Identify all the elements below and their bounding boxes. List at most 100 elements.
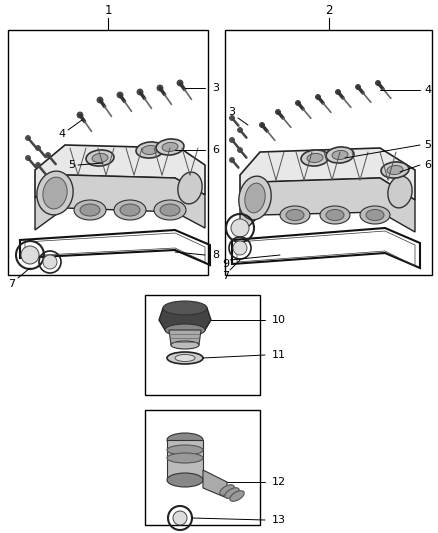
- Text: 4: 4: [424, 85, 431, 95]
- Ellipse shape: [286, 209, 304, 221]
- Ellipse shape: [37, 171, 73, 215]
- Text: 3: 3: [212, 83, 219, 93]
- Polygon shape: [203, 470, 227, 498]
- Bar: [145, 295, 260, 395]
- Ellipse shape: [178, 172, 202, 204]
- Circle shape: [35, 146, 40, 150]
- Ellipse shape: [114, 200, 146, 220]
- Ellipse shape: [117, 92, 123, 98]
- Text: 10: 10: [272, 315, 286, 325]
- Polygon shape: [167, 440, 203, 480]
- Polygon shape: [159, 308, 211, 330]
- Ellipse shape: [160, 204, 180, 216]
- Text: 5: 5: [68, 160, 75, 170]
- Ellipse shape: [77, 112, 83, 118]
- Ellipse shape: [388, 176, 412, 208]
- Ellipse shape: [137, 89, 143, 95]
- Ellipse shape: [43, 177, 67, 209]
- Ellipse shape: [239, 176, 271, 220]
- Ellipse shape: [167, 433, 203, 447]
- Circle shape: [43, 255, 57, 269]
- Ellipse shape: [220, 484, 234, 495]
- Ellipse shape: [387, 165, 403, 174]
- Ellipse shape: [156, 139, 184, 155]
- Ellipse shape: [86, 150, 114, 166]
- Text: 13: 13: [272, 515, 286, 525]
- Ellipse shape: [381, 162, 409, 178]
- Text: 12: 12: [272, 477, 286, 487]
- Bar: [145, 410, 260, 525]
- Ellipse shape: [120, 204, 140, 216]
- Circle shape: [233, 241, 247, 255]
- Ellipse shape: [157, 85, 163, 91]
- Ellipse shape: [74, 200, 106, 220]
- Ellipse shape: [245, 183, 265, 213]
- Ellipse shape: [165, 324, 205, 336]
- Ellipse shape: [92, 154, 108, 163]
- Text: 11: 11: [272, 350, 286, 360]
- Ellipse shape: [136, 142, 164, 158]
- Text: 8: 8: [212, 250, 219, 260]
- Ellipse shape: [307, 154, 323, 163]
- Ellipse shape: [175, 354, 195, 361]
- Text: 9: 9: [223, 259, 230, 269]
- Circle shape: [259, 123, 265, 127]
- Ellipse shape: [320, 206, 350, 224]
- Circle shape: [230, 157, 234, 163]
- Ellipse shape: [167, 352, 203, 364]
- Text: 6: 6: [212, 145, 219, 155]
- Polygon shape: [35, 175, 205, 230]
- Circle shape: [230, 138, 234, 142]
- Circle shape: [230, 116, 234, 120]
- Ellipse shape: [154, 200, 186, 220]
- Circle shape: [296, 101, 300, 106]
- Circle shape: [336, 90, 340, 94]
- Ellipse shape: [360, 206, 390, 224]
- Polygon shape: [169, 330, 201, 345]
- Ellipse shape: [177, 80, 183, 86]
- Ellipse shape: [167, 445, 203, 455]
- Ellipse shape: [80, 204, 100, 216]
- Circle shape: [237, 127, 243, 133]
- Polygon shape: [240, 148, 415, 205]
- Ellipse shape: [326, 147, 354, 163]
- Ellipse shape: [167, 453, 203, 463]
- Polygon shape: [35, 145, 205, 198]
- Ellipse shape: [301, 150, 329, 166]
- Text: 1: 1: [104, 4, 112, 17]
- Text: 7: 7: [223, 271, 230, 281]
- Text: 4: 4: [58, 129, 66, 139]
- Circle shape: [25, 156, 31, 160]
- Circle shape: [237, 148, 243, 152]
- Text: 7: 7: [8, 279, 16, 289]
- Ellipse shape: [142, 146, 158, 155]
- Ellipse shape: [162, 142, 178, 151]
- Circle shape: [375, 80, 381, 85]
- Ellipse shape: [225, 488, 239, 498]
- Circle shape: [35, 163, 40, 167]
- Ellipse shape: [280, 206, 310, 224]
- Circle shape: [315, 94, 321, 100]
- Circle shape: [356, 85, 360, 90]
- Circle shape: [25, 135, 31, 141]
- Circle shape: [231, 219, 249, 237]
- Ellipse shape: [366, 209, 384, 221]
- Circle shape: [21, 246, 39, 264]
- Polygon shape: [240, 178, 415, 235]
- Ellipse shape: [163, 301, 207, 315]
- Bar: [225, 30, 432, 275]
- Text: 5: 5: [424, 140, 431, 150]
- Ellipse shape: [326, 209, 344, 221]
- Circle shape: [276, 109, 280, 115]
- Circle shape: [173, 511, 187, 525]
- Ellipse shape: [97, 97, 103, 103]
- Ellipse shape: [332, 150, 348, 159]
- Bar: [8, 30, 208, 275]
- Text: 6: 6: [424, 160, 431, 170]
- Ellipse shape: [167, 473, 203, 487]
- Text: 2: 2: [325, 4, 332, 17]
- Ellipse shape: [171, 341, 199, 349]
- Circle shape: [46, 152, 50, 157]
- Ellipse shape: [230, 491, 244, 502]
- Text: 3: 3: [229, 107, 236, 117]
